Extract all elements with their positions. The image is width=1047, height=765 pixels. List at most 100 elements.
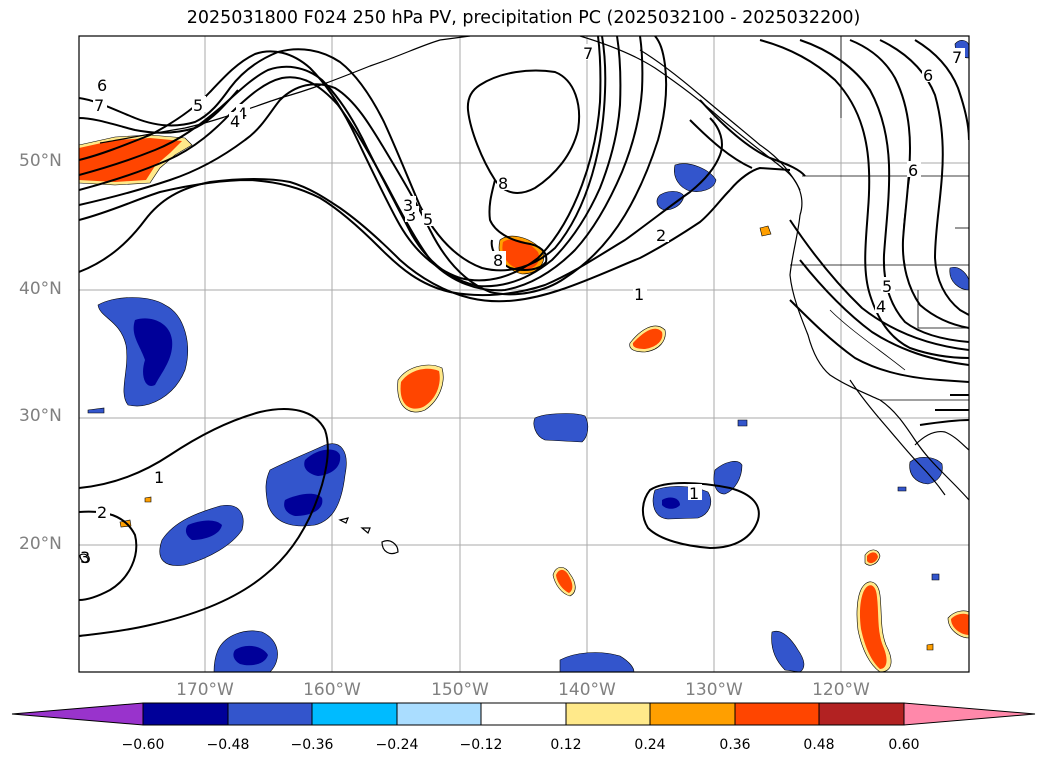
neg-area-170w-20n-core — [185, 520, 222, 540]
latitude-label: 30°N — [19, 406, 62, 426]
colorbar-bin — [818, 702, 905, 726]
colorbar-bin — [311, 702, 398, 726]
contour-label: 3 — [406, 206, 416, 225]
contour-label: 7 — [952, 48, 962, 67]
colorbar-tick-label: 0.36 — [719, 737, 751, 753]
contour-label: 2 — [656, 226, 666, 245]
colorbar-tick-label: −0.48 — [206, 737, 250, 753]
pv-contour-east-3 — [759, 39, 969, 359]
pv-contour-east-8 — [789, 299, 969, 383]
pos-area-136w-37n-core — [632, 328, 663, 349]
coast-baja — [849, 379, 946, 496]
contour-label: 3 — [403, 196, 413, 215]
pv-contour-4 — [79, 36, 644, 292]
colorbar-extend-high — [903, 702, 1036, 726]
neg-area-small-118w-23n — [897, 486, 907, 492]
neg-area-117w-42n — [949, 267, 969, 291]
latitude-label: 40°N — [19, 279, 62, 299]
colorbar-bin — [396, 702, 482, 726]
colorbar-extend-low — [11, 702, 144, 726]
neg-area-133w-46n — [656, 191, 685, 211]
neg-area-west-40n-core — [133, 318, 173, 386]
longitude-label: 160°W — [303, 680, 361, 700]
colorbar-tick-label: −0.36 — [290, 737, 334, 753]
colorbar-tick-label: −0.60 — [121, 737, 165, 753]
longitude-label: 170°W — [176, 680, 234, 700]
neg-area-small-31n — [87, 407, 105, 414]
neg-area-133w-22n-core — [662, 497, 680, 509]
longitude-label: 140°W — [558, 680, 616, 700]
pv-contour-east-2 — [699, 99, 806, 177]
coast-us-west — [789, 214, 969, 501]
contour-labels: 6 7 5 3 5 8 8 7 2 1 1 2 1 6 — [80, 44, 965, 567]
pv-contour-6 — [79, 36, 602, 282]
pos-area-126w-44n — [759, 225, 772, 237]
contour-label: 4 — [876, 297, 886, 316]
colorbar-tick-label: −0.12 — [459, 737, 503, 753]
pv-contour-east-10 — [789, 219, 969, 351]
contour-label: 1 — [634, 285, 644, 304]
contour-label: 7 — [583, 44, 593, 63]
neg-area-143w-29n — [533, 413, 589, 443]
colorbar-tick-label: −0.24 — [375, 737, 419, 753]
pv-contour-east-13 — [919, 419, 969, 426]
pv-contour-8-loop — [466, 69, 581, 194]
contour-label: 6 — [923, 66, 933, 85]
contour-label: 6 — [908, 161, 918, 180]
latitude-label: 20°N — [19, 534, 62, 554]
coastlines — [79, 36, 969, 564]
pv-contour-7 — [79, 36, 607, 272]
pos-area-small-169w-24n — [144, 496, 152, 503]
contour-label: 5 — [423, 210, 433, 229]
colorbar-tick-label: 0.24 — [634, 737, 666, 753]
latitude-label: 50°N — [19, 151, 62, 171]
map-title: 2025031800 F024 250 hPa PV, precipitatio… — [186, 8, 861, 28]
pv-contour-1-south — [79, 408, 329, 637]
contour-label: 8 — [493, 251, 503, 270]
pv-contour-east-9 — [799, 259, 969, 366]
colorbar-bin — [480, 702, 567, 726]
neg-area-133w-22n — [652, 486, 711, 520]
contour-label: 7 — [94, 96, 104, 115]
colorbar-bin — [142, 702, 229, 726]
pv-contour-1-north — [79, 178, 731, 303]
pv-contour-8-tail — [488, 179, 548, 271]
pv-contour-3 — [79, 36, 668, 296]
neg-area-165w-25n-core2 — [304, 449, 341, 476]
longitude-label: 130°W — [685, 680, 743, 700]
pos-area-small-122w-11n — [926, 643, 934, 651]
contour-label: 6 — [97, 76, 107, 95]
contour-label: 2 — [97, 503, 107, 522]
pv-contour-2-north — [79, 117, 723, 297]
colorbar-bin — [227, 702, 313, 726]
pv-contour-east-5 — [849, 39, 969, 329]
pos-area-145w-42n-core — [502, 239, 540, 270]
island-chain — [79, 553, 90, 564]
hawaii-1 — [381, 540, 399, 555]
pos-area-141w-17n-core — [556, 569, 573, 593]
colorbar-bin — [734, 702, 820, 726]
contour-label: 1 — [689, 484, 699, 503]
pos-area-121w-15n-core — [859, 585, 887, 669]
pv-contour-1-east — [729, 166, 791, 191]
colorbar-tick-label: 0.48 — [803, 737, 835, 753]
pv-contour-east-1 — [689, 119, 753, 169]
contour-label: 3 — [80, 548, 90, 567]
longitude-label: 120°W — [812, 680, 870, 700]
map-frame — [78, 35, 970, 673]
colorbar-bin — [565, 702, 651, 726]
coast-gulf-california — [914, 430, 969, 451]
pos-area-155w-33n-core — [400, 368, 440, 409]
neg-area-125w-13n — [771, 630, 805, 672]
neg-area-140w-12n — [559, 652, 635, 672]
neg-area-128w-48n — [674, 163, 717, 192]
pv-contour-2-south — [79, 510, 138, 601]
colorbar-tick-label: 0.12 — [550, 737, 582, 753]
neg-area-167w-12n-core — [233, 645, 268, 666]
contour-label: 1 — [154, 468, 164, 487]
hawaii-3 — [338, 517, 349, 524]
pv-contour-east-4 — [799, 39, 969, 343]
pos-area-121w-19n-core — [867, 552, 878, 564]
pv-contours — [79, 36, 969, 637]
